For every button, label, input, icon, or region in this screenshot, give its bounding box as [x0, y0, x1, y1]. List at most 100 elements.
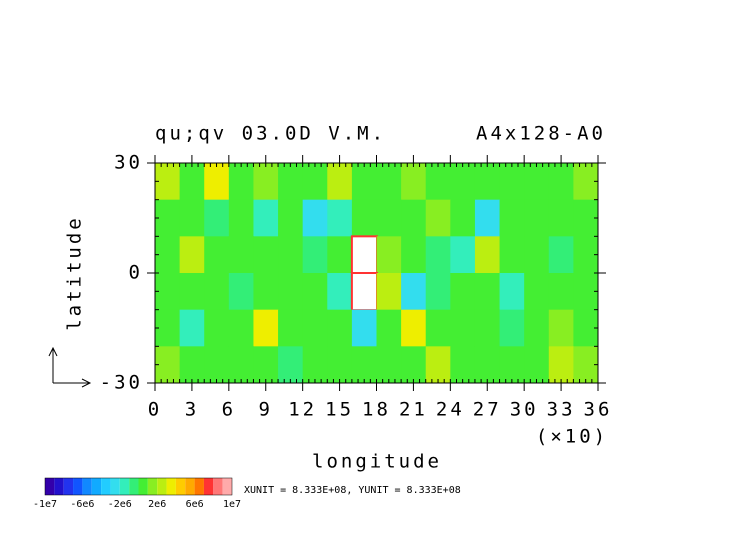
heatmap-cell — [228, 309, 254, 347]
chart-title: qu;qv 03.0D V.M. — [155, 123, 386, 145]
heatmap-cell — [204, 273, 230, 311]
heatmap-cell — [204, 309, 230, 347]
heatmap-cell — [474, 163, 501, 201]
x-tick-label: 36 — [584, 399, 613, 421]
heatmap-cell — [499, 309, 525, 347]
heatmap-cell — [524, 163, 550, 201]
heatmap-cell — [499, 273, 525, 311]
heatmap-cell — [450, 199, 476, 237]
colorbar-box — [63, 478, 74, 495]
heatmap-cell — [474, 309, 501, 347]
colorbar-box — [213, 478, 223, 495]
heatmap-cell — [278, 199, 304, 237]
x-tick-label: 21 — [399, 399, 428, 421]
heatmap-cell — [179, 199, 205, 237]
chart-subtitle: A4x128-A0 — [476, 123, 606, 145]
colorbar-box — [54, 478, 64, 495]
colorbar-box — [157, 478, 167, 495]
colorbar-box — [110, 478, 120, 495]
heatmap-cell — [302, 346, 328, 384]
heatmap-cell — [253, 346, 279, 384]
colorbar-frame — [44, 477, 233, 496]
heatmap-cell — [179, 346, 205, 384]
heatmap-cell — [548, 236, 574, 274]
heatmap-cell — [302, 309, 328, 347]
heatmap-cell — [278, 236, 304, 274]
heatmap-cell — [278, 346, 304, 384]
colorbar-box — [129, 478, 139, 495]
heatmap-cell — [351, 309, 377, 347]
colorbar-box — [119, 478, 130, 495]
x-tick-label: 27 — [473, 399, 502, 421]
heatmap-cell — [327, 236, 353, 274]
heatmap-cell — [327, 273, 353, 311]
heatmap-cell — [278, 163, 304, 201]
x-tick-label: 9 — [259, 399, 273, 421]
heatmap-cell — [524, 273, 550, 311]
heatmap-cell — [228, 273, 254, 311]
annotation: XUNIT = 8.333E+08, YUNIT = 8.333E+08 — [244, 485, 461, 496]
colorbar-box — [45, 478, 55, 495]
heatmap-cell — [401, 273, 427, 311]
heatmap-cell — [524, 346, 550, 384]
heatmap-cell — [450, 346, 476, 384]
heatmap-cell — [228, 163, 254, 201]
colorbar-label: -2e6 — [108, 499, 132, 510]
heatmap-cell — [253, 309, 279, 347]
colorbar-box — [147, 478, 158, 495]
heatmap-cell — [155, 346, 181, 384]
heatmap-cell — [401, 309, 427, 347]
unit-vector — [48, 346, 92, 388]
heatmap-cell — [278, 273, 304, 311]
heatmap-cell — [376, 163, 402, 201]
x-unit-note: (×10) — [536, 426, 608, 448]
heatmap-cell — [350, 272, 378, 312]
heatmap-cell — [253, 163, 279, 201]
heatmap-cell — [524, 236, 550, 274]
y-axis-label: latitude — [64, 215, 86, 331]
heatmap-cell — [548, 346, 574, 384]
colorbar-box — [138, 478, 148, 495]
y-tick-label: -30 — [100, 372, 143, 394]
heatmap-cell — [376, 346, 402, 384]
heatmap-cell — [376, 236, 402, 274]
heatmap-cell — [524, 309, 550, 347]
heatmap-cell — [155, 309, 181, 347]
heatmap-cell — [376, 273, 402, 311]
heatmap-cell — [351, 346, 377, 384]
heatmap-cell — [327, 346, 353, 384]
heatmap-cell — [155, 163, 181, 201]
heatmap-cell — [548, 163, 574, 201]
heatmap-cell — [204, 199, 230, 237]
heatmap-cell — [450, 163, 476, 201]
heatmap-cell — [499, 346, 525, 384]
heatmap-cell — [376, 199, 402, 237]
heatmap-cell — [302, 163, 328, 201]
heatmap-cell — [204, 346, 230, 384]
x-tick-label: 12 — [288, 399, 317, 421]
heatmap-cell — [548, 199, 574, 237]
heatmap-cell — [351, 199, 377, 237]
colorbar-label: -6e6 — [70, 499, 94, 510]
heatmap-cell — [204, 236, 230, 274]
heatmap-cell — [204, 163, 230, 201]
heatmap-cell — [450, 309, 476, 347]
colorbar-label: -1e7 — [33, 499, 57, 510]
heatmap-cell — [425, 273, 451, 311]
colorbar-box — [101, 478, 111, 495]
heatmap-cell — [474, 346, 501, 384]
x-tick-label: 0 — [148, 399, 162, 421]
heatmap-cell — [401, 236, 427, 274]
colorbar-box — [185, 478, 195, 495]
x-tick-label: 15 — [325, 399, 354, 421]
heatmap-cell — [179, 309, 205, 347]
heatmap-cell — [524, 199, 550, 237]
x-tick-label: 18 — [362, 399, 391, 421]
heatmap-cell — [425, 199, 451, 237]
y-tick-label: 0 — [129, 262, 143, 284]
heatmap-cell — [179, 163, 205, 201]
colorbar-label: 2e6 — [148, 499, 166, 510]
heatmap-cell — [228, 346, 254, 384]
colorbar-box — [73, 478, 83, 495]
heatmap-cell — [155, 236, 181, 274]
